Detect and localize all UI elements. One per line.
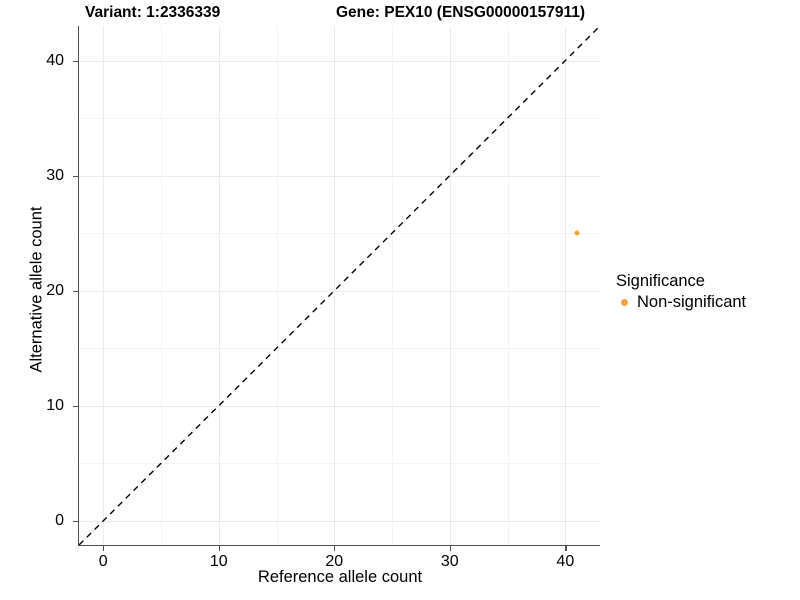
gridline-minor-vertical: [161, 26, 163, 545]
gridline-major-vertical: [565, 26, 567, 545]
x-axis-tick: [218, 546, 220, 551]
gridline-minor-horizontal: [79, 348, 600, 350]
y-axis-tick: [73, 175, 78, 177]
y-axis-title: Alternative allele count: [27, 206, 46, 373]
variant-title: Variant: 1:2336339: [85, 4, 221, 21]
gridline-minor-horizontal: [79, 463, 600, 465]
x-axis-tick-label: 30: [440, 553, 459, 570]
plot-panel: [78, 25, 601, 546]
legend: Significance Non-significant: [616, 272, 746, 312]
legend-title: Significance: [616, 272, 705, 290]
gridline-major-vertical: [218, 26, 220, 545]
x-axis-tick: [334, 546, 336, 551]
x-axis-tick: [565, 546, 567, 551]
gridline-major-horizontal: [79, 290, 600, 292]
gridline-minor-vertical: [276, 26, 278, 545]
plot-title-row: Variant: 1:2336339 Gene: PEX10 (ENSG0000…: [0, 4, 800, 26]
gridline-major-vertical: [103, 26, 105, 545]
gridline-minor-vertical: [507, 26, 509, 545]
y-axis-tick-label: 40: [46, 51, 64, 69]
y-axis-tick-label: 0: [55, 511, 64, 529]
y-axis-tick: [73, 290, 78, 292]
y-axis-tick: [73, 405, 78, 407]
circle-marker-icon: [620, 299, 628, 306]
gridline-major-horizontal: [79, 405, 600, 407]
y-axis-tick-label: 30: [46, 166, 64, 184]
gridline-major-vertical: [334, 26, 336, 545]
x-axis-tick: [449, 546, 451, 551]
x-axis-tick-label: 10: [209, 553, 228, 570]
x-axis-line: [79, 545, 600, 547]
identity-reference-line: [78, 25, 601, 546]
y-axis-tick: [73, 60, 78, 62]
legend-item-non-significant[interactable]: Non-significant: [616, 293, 746, 312]
y-axis-tick-label: 20: [46, 281, 64, 299]
legend-key: [616, 294, 632, 311]
y-axis-line: [78, 26, 80, 546]
y-axis-tick-label: 10: [46, 396, 64, 414]
gridline-minor-horizontal: [79, 233, 600, 235]
gridline-major-horizontal: [79, 520, 600, 522]
x-axis-tick-label: 20: [325, 553, 344, 570]
y-axis-tick: [73, 520, 78, 523]
gene-title: Gene: PEX10 (ENSG00000157911): [336, 4, 586, 21]
data-point[interactable]: [574, 230, 580, 236]
legend-item-label: Non-significant: [637, 293, 747, 311]
x-axis-tick: [103, 546, 105, 551]
x-axis-title: Reference allele count: [257, 568, 423, 586]
x-axis-tick-label: 0: [98, 553, 108, 570]
gridline-minor-vertical: [392, 26, 394, 545]
gridline-major-horizontal: [79, 175, 600, 177]
gridline-minor-horizontal: [79, 118, 600, 120]
x-axis-tick-label: 40: [556, 553, 575, 570]
gridline-major-vertical: [449, 26, 451, 545]
gridline-major-horizontal: [79, 60, 600, 62]
